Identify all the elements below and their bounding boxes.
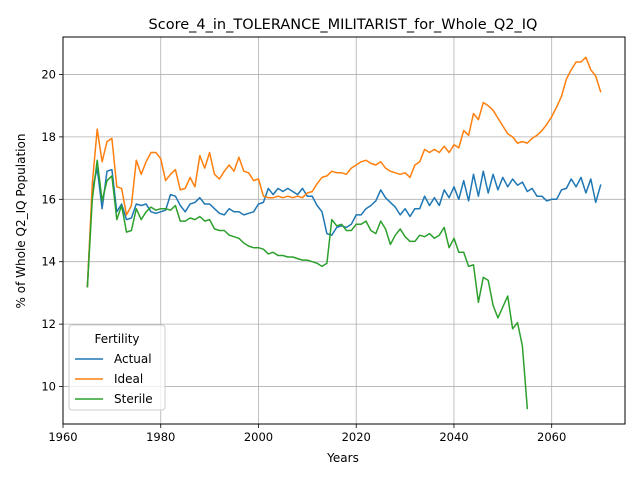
x-tick-label: 2020 (342, 430, 371, 444)
y-axis-label: % of Whole Q2_IQ Population (14, 134, 28, 309)
y-tick-label: 20 (41, 67, 56, 81)
series-line-sterile (86, 159, 529, 410)
series-lines (86, 56, 602, 410)
x-tick-label: 1980 (146, 430, 175, 444)
x-tick-label: 2040 (439, 430, 468, 444)
legend-label-ideal: Ideal (114, 372, 143, 386)
y-tick-label: 10 (41, 380, 56, 394)
legend-entries: Actual Ideal Sterile (75, 352, 153, 406)
y-tick-label: 12 (41, 317, 56, 331)
y-tick-label: 18 (41, 130, 56, 144)
legend-label-actual: Actual (114, 352, 152, 366)
legend-label-sterile: Sterile (114, 392, 153, 406)
y-tick-label: 14 (41, 255, 56, 269)
chart-title: Score_4_in_TOLERANCE_MILITARIST_for_Whol… (149, 17, 538, 33)
legend: Fertility Actual Ideal Sterile (68, 324, 166, 411)
y-axis-ticks: 10 12 14 16 18 20 (41, 67, 63, 394)
x-axis-label: Years (326, 451, 359, 465)
x-tick-label: 2060 (537, 430, 566, 444)
x-tick-label: 1960 (48, 430, 77, 444)
legend-frame (68, 324, 166, 411)
grid-lines (62, 37, 625, 424)
y-tick-label: 16 (41, 192, 56, 206)
plot-frame (62, 36, 626, 425)
series-line-ideal (86, 56, 602, 288)
legend-title: Fertility (94, 332, 139, 346)
x-tick-label: 2000 (244, 430, 273, 444)
x-axis-ticks: 1960 1980 2000 2020 2040 2060 (48, 424, 566, 444)
